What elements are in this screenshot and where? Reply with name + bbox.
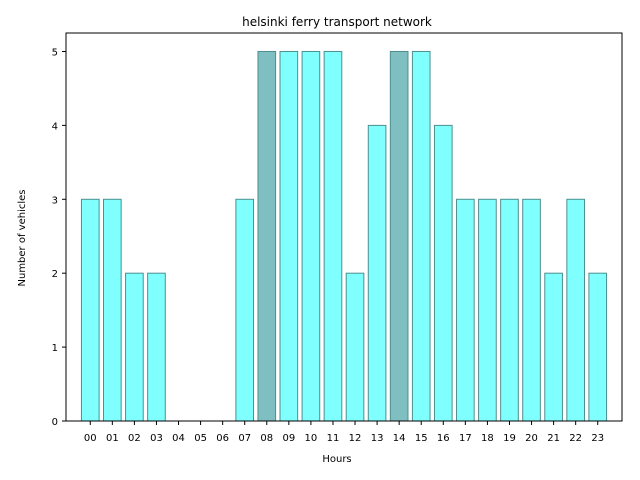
y-tick-label: 3 [52, 195, 58, 206]
plot-frame [65, 32, 623, 422]
x-tick-label-04: 04 [172, 433, 185, 444]
bar-20 [522, 198, 541, 422]
x-tick-label-17: 17 [459, 433, 472, 444]
x-tick-label-02: 02 [128, 433, 141, 444]
bar-08 [257, 50, 277, 422]
x-tick-label-23: 23 [591, 433, 604, 444]
x-tick-label-07: 07 [238, 433, 251, 444]
x-tick-label-14: 14 [393, 433, 406, 444]
bar-00 [80, 198, 100, 422]
chart-title: helsinki ferry transport network [242, 15, 432, 29]
bar-11 [323, 50, 343, 422]
bar-23 [588, 272, 608, 422]
x-tick-label-18: 18 [481, 433, 494, 444]
y-tick-label: 5 [52, 47, 58, 58]
y-tick-label: 2 [52, 269, 58, 280]
y-axis-label: Number of vehicles [17, 190, 28, 287]
x-tick-label-21: 21 [547, 433, 560, 444]
x-tick-label-05: 05 [194, 433, 207, 444]
y-axis-ticks: 0 1 2 3 4 5 [52, 47, 66, 428]
bar-22 [566, 198, 585, 422]
bar-21 [544, 272, 563, 422]
y-tick-label: 4 [52, 121, 58, 132]
y-tick-label: 0 [52, 417, 58, 428]
x-axis-ticks: 00 01 02 03 04 05 06 07 08 09 10 11 12 13 14 15 16 17 18 19… [84, 421, 604, 444]
bar-17 [456, 198, 475, 422]
x-tick-label-16: 16 [437, 433, 450, 444]
bars-group [80, 50, 608, 422]
bar-15 [411, 50, 431, 422]
bar-16 [433, 124, 453, 422]
x-tick-label-03: 03 [150, 433, 163, 444]
x-tick-label-00: 00 [84, 433, 97, 444]
x-tick-label-11: 11 [327, 433, 340, 444]
y-tick-label: 1 [52, 343, 58, 354]
x-tick-label-10: 10 [305, 433, 318, 444]
bar-07 [235, 198, 255, 422]
x-tick-label-22: 22 [569, 433, 582, 444]
bar-01 [103, 198, 122, 422]
x-tick-label-13: 13 [371, 433, 384, 444]
x-tick-label-01: 01 [106, 433, 119, 444]
x-tick-label-15: 15 [415, 433, 428, 444]
bar-18 [478, 198, 497, 422]
x-tick-label-06: 06 [216, 433, 229, 444]
x-tick-label-20: 20 [525, 433, 538, 444]
bar-12 [345, 272, 365, 422]
x-tick-label-09: 09 [282, 433, 295, 444]
bar-19 [500, 198, 519, 422]
x-tick-label-08: 08 [260, 433, 273, 444]
bar-13 [367, 124, 387, 422]
x-axis-label: Hours [322, 454, 351, 465]
bar-02 [125, 272, 144, 422]
x-tick-label-19: 19 [503, 433, 516, 444]
bar-14 [389, 50, 409, 422]
bar-10 [301, 50, 321, 422]
x-tick-label-12: 12 [349, 433, 362, 444]
bar-03 [147, 272, 166, 422]
bar-09 [279, 50, 299, 422]
